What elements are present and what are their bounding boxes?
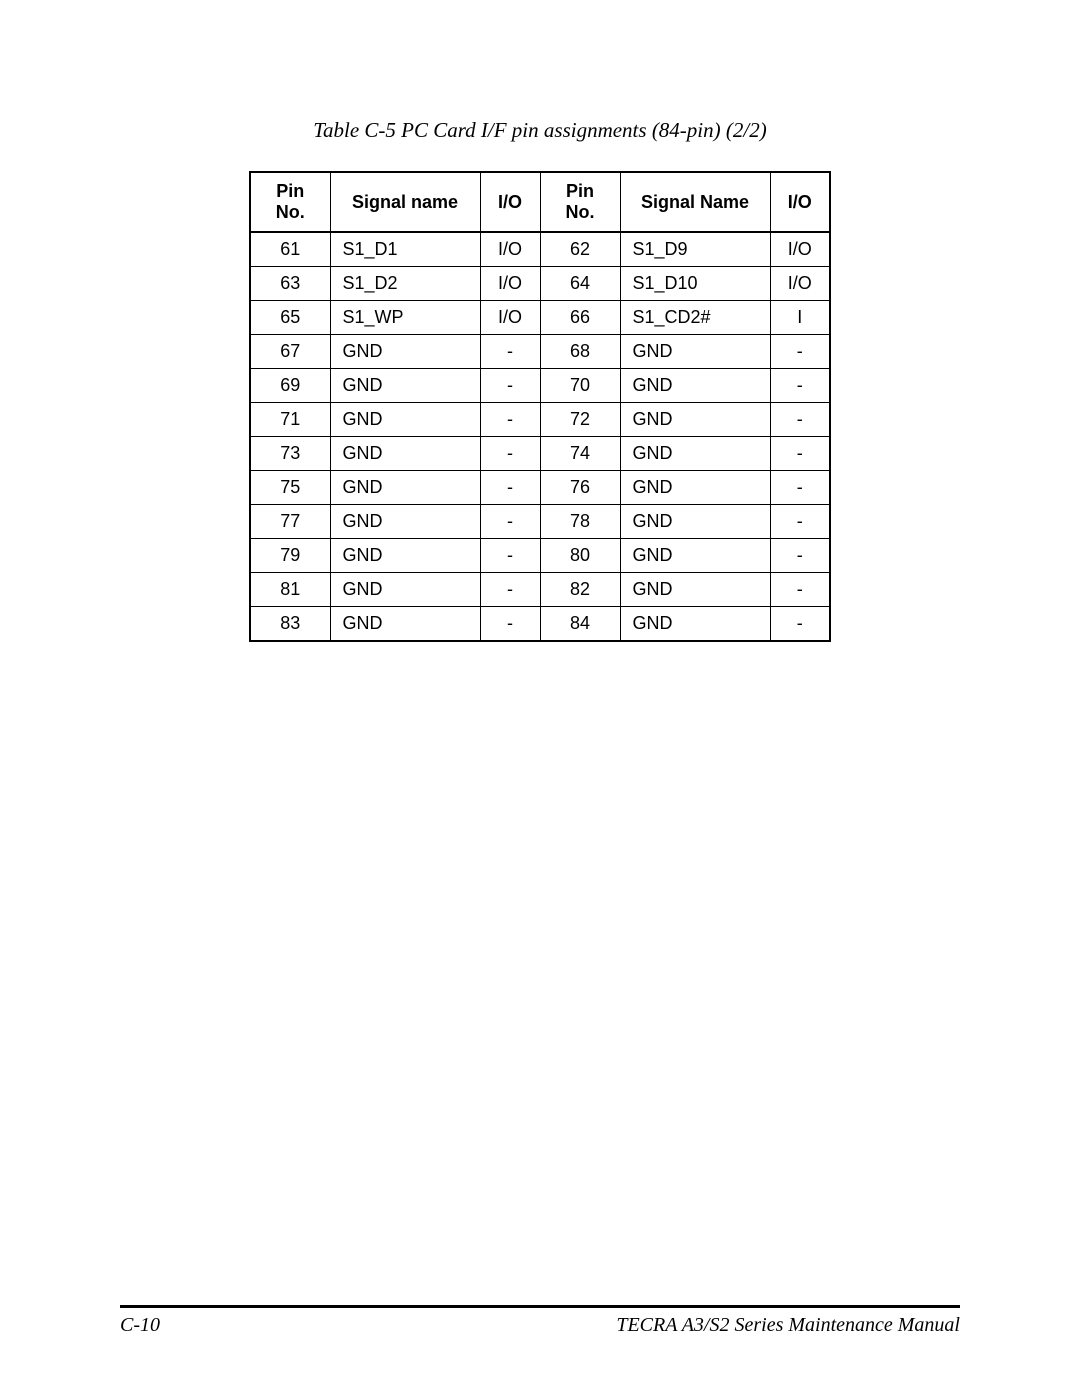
cell-signal: GND	[620, 437, 770, 471]
cell-pin: 65	[250, 301, 330, 335]
cell-signal: GND	[620, 505, 770, 539]
cell-signal: S1_CD2#	[620, 301, 770, 335]
table-row: 65S1_WPI/O66S1_CD2#I	[250, 301, 830, 335]
cell-pin: 62	[540, 232, 620, 267]
cell-pin: 84	[540, 607, 620, 642]
cell-io: -	[770, 403, 830, 437]
cell-pin: 77	[250, 505, 330, 539]
cell-io: -	[480, 539, 540, 573]
cell-pin: 81	[250, 573, 330, 607]
cell-io: -	[480, 437, 540, 471]
cell-pin: 69	[250, 369, 330, 403]
table-wrapper: Pin No. Signal name I/O Pin No. Signal N…	[120, 171, 960, 642]
cell-io: -	[480, 505, 540, 539]
table-row: 73GND-74GND-	[250, 437, 830, 471]
cell-pin: 73	[250, 437, 330, 471]
table-row: 83GND-84GND-	[250, 607, 830, 642]
cell-signal: GND	[330, 335, 480, 369]
col-io1: I/O	[480, 172, 540, 232]
cell-signal: GND	[620, 607, 770, 642]
cell-io: I/O	[480, 267, 540, 301]
cell-pin: 66	[540, 301, 620, 335]
table-row: 67GND-68GND-	[250, 335, 830, 369]
cell-pin: 76	[540, 471, 620, 505]
cell-pin: 78	[540, 505, 620, 539]
cell-signal: GND	[620, 539, 770, 573]
cell-pin: 68	[540, 335, 620, 369]
table-row: 81GND-82GND-	[250, 573, 830, 607]
table-caption: Table C-5 PC Card I/F pin assignments (8…	[120, 118, 960, 143]
page-footer: C-10 TECRA A3/S2 Series Maintenance Manu…	[120, 1305, 960, 1337]
cell-io: -	[770, 573, 830, 607]
cell-io: I/O	[480, 232, 540, 267]
cell-signal: GND	[620, 369, 770, 403]
cell-pin: 72	[540, 403, 620, 437]
manual-title: TECRA A3/S2 Series Maintenance Manual	[616, 1314, 960, 1337]
cell-signal: S1_D10	[620, 267, 770, 301]
cell-signal: GND	[330, 437, 480, 471]
cell-io: I/O	[480, 301, 540, 335]
cell-io: -	[480, 573, 540, 607]
cell-pin: 82	[540, 573, 620, 607]
cell-io: -	[480, 471, 540, 505]
cell-signal: GND	[330, 471, 480, 505]
cell-pin: 71	[250, 403, 330, 437]
cell-signal: GND	[330, 403, 480, 437]
cell-signal: GND	[330, 505, 480, 539]
cell-io: I/O	[770, 267, 830, 301]
cell-signal: GND	[330, 607, 480, 642]
cell-io: -	[480, 403, 540, 437]
cell-pin: 80	[540, 539, 620, 573]
cell-pin: 83	[250, 607, 330, 642]
col-sig1: Signal name	[330, 172, 480, 232]
cell-signal: GND	[330, 573, 480, 607]
cell-pin: 67	[250, 335, 330, 369]
footer-rule	[120, 1305, 960, 1308]
table-body: 61S1_D1I/O62S1_D9I/O63S1_D2I/O64S1_D10I/…	[250, 232, 830, 641]
cell-signal: GND	[330, 539, 480, 573]
cell-pin: 79	[250, 539, 330, 573]
cell-pin: 70	[540, 369, 620, 403]
table-row: 69GND-70GND-	[250, 369, 830, 403]
table-row: 71GND-72GND-	[250, 403, 830, 437]
cell-signal: GND	[330, 369, 480, 403]
cell-signal: GND	[620, 403, 770, 437]
page-number: C-10	[120, 1314, 160, 1337]
cell-signal: GND	[620, 335, 770, 369]
cell-pin: 75	[250, 471, 330, 505]
cell-signal: S1_D2	[330, 267, 480, 301]
table-row: 75GND-76GND-	[250, 471, 830, 505]
cell-io: I	[770, 301, 830, 335]
cell-signal: S1_D9	[620, 232, 770, 267]
cell-pin: 74	[540, 437, 620, 471]
cell-pin: 64	[540, 267, 620, 301]
cell-io: I/O	[770, 232, 830, 267]
cell-pin: 63	[250, 267, 330, 301]
pin-assignment-table: Pin No. Signal name I/O Pin No. Signal N…	[249, 171, 831, 642]
col-io2: I/O	[770, 172, 830, 232]
table-row: 79GND-80GND-	[250, 539, 830, 573]
cell-io: -	[480, 369, 540, 403]
cell-io: -	[770, 607, 830, 642]
cell-io: -	[770, 539, 830, 573]
cell-io: -	[770, 369, 830, 403]
cell-pin: 61	[250, 232, 330, 267]
cell-signal: GND	[620, 471, 770, 505]
cell-io: -	[770, 471, 830, 505]
cell-io: -	[480, 607, 540, 642]
col-pin1: Pin No.	[250, 172, 330, 232]
col-pin2: Pin No.	[540, 172, 620, 232]
table-header-row: Pin No. Signal name I/O Pin No. Signal N…	[250, 172, 830, 232]
cell-signal: S1_D1	[330, 232, 480, 267]
cell-io: -	[770, 505, 830, 539]
cell-signal: GND	[620, 573, 770, 607]
table-row: 63S1_D2I/O64S1_D10I/O	[250, 267, 830, 301]
cell-io: -	[770, 335, 830, 369]
cell-io: -	[770, 437, 830, 471]
cell-io: -	[480, 335, 540, 369]
col-sig2: Signal Name	[620, 172, 770, 232]
table-row: 61S1_D1I/O62S1_D9I/O	[250, 232, 830, 267]
cell-signal: S1_WP	[330, 301, 480, 335]
table-row: 77GND-78GND-	[250, 505, 830, 539]
